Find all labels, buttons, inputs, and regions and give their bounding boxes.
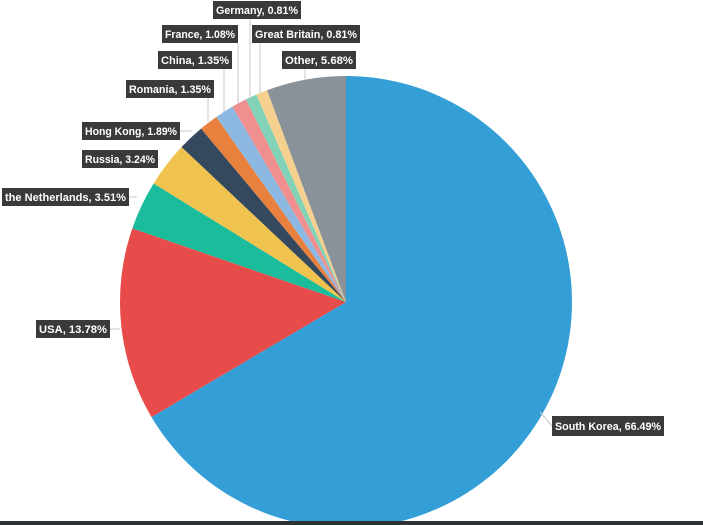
pie-slices — [120, 76, 572, 525]
slice-label-germany: Germany, 0.81% — [213, 1, 301, 19]
label-text: Russia, 3.24% — [85, 154, 155, 166]
label-leader-lines — [110, 19, 553, 427]
bottom-edge-bar — [0, 521, 703, 525]
label-background — [162, 25, 238, 43]
label-text: USA, 13.78% — [39, 324, 107, 336]
label-text: the Netherlands, 3.51% — [5, 192, 126, 204]
label-text: Germany, 0.81% — [216, 5, 298, 17]
label-background — [2, 188, 129, 206]
pie-slice-hong-kong — [181, 128, 346, 302]
slice-label-hong-kong: Hong Kong, 1.89% — [82, 122, 180, 140]
slice-label-france: France, 1.08% — [162, 25, 238, 43]
slice-label-russia: Russia, 3.24% — [82, 150, 158, 168]
slice-label-china: China, 1.35% — [158, 51, 232, 69]
label-text: China, 1.35% — [161, 55, 229, 67]
pie-slice-great-britain — [256, 90, 346, 302]
pie-slice-germany — [245, 94, 346, 302]
label-text: Hong Kong, 1.89% — [85, 126, 177, 138]
label-background — [158, 51, 232, 69]
pie-slice-usa — [120, 228, 346, 418]
slice-labels: South Korea, 66.49% USA, 13.78% the Nether… — [2, 1, 664, 436]
pie-slice-china — [216, 106, 346, 302]
slice-label-south-korea: South Korea, 66.49% — [552, 416, 664, 436]
slice-label-other: Other, 5.68% — [282, 51, 356, 69]
label-background — [126, 80, 214, 98]
pie-slice-romania — [201, 116, 346, 303]
label-background — [82, 150, 158, 168]
label-text: Other, 5.68% — [285, 55, 353, 67]
label-text: South Korea, 66.49% — [555, 421, 661, 433]
label-background — [252, 25, 360, 43]
label-background — [282, 51, 356, 69]
pie-slice-russia — [153, 146, 346, 302]
slice-label-usa: USA, 13.78% — [36, 320, 110, 338]
label-background — [36, 320, 110, 338]
leader-line-south-korea — [539, 411, 553, 427]
label-background — [552, 416, 664, 436]
slice-label-the-netherlands: the Netherlands, 3.51% — [2, 188, 129, 206]
label-text: Great Britain, 0.81% — [255, 29, 357, 41]
pie-slice-south-korea — [151, 76, 572, 525]
label-text: Romania, 1.35% — [129, 84, 211, 96]
slice-label-romania: Romania, 1.35% — [126, 80, 214, 98]
slice-label-great-britain: Great Britain, 0.81% — [252, 25, 360, 43]
label-text: France, 1.08% — [165, 29, 235, 41]
pie-slice-france — [232, 99, 346, 303]
label-background — [213, 1, 301, 19]
pie-slice-other — [267, 76, 346, 302]
pie-slice-the-netherlands — [132, 183, 346, 302]
label-background — [82, 122, 180, 140]
